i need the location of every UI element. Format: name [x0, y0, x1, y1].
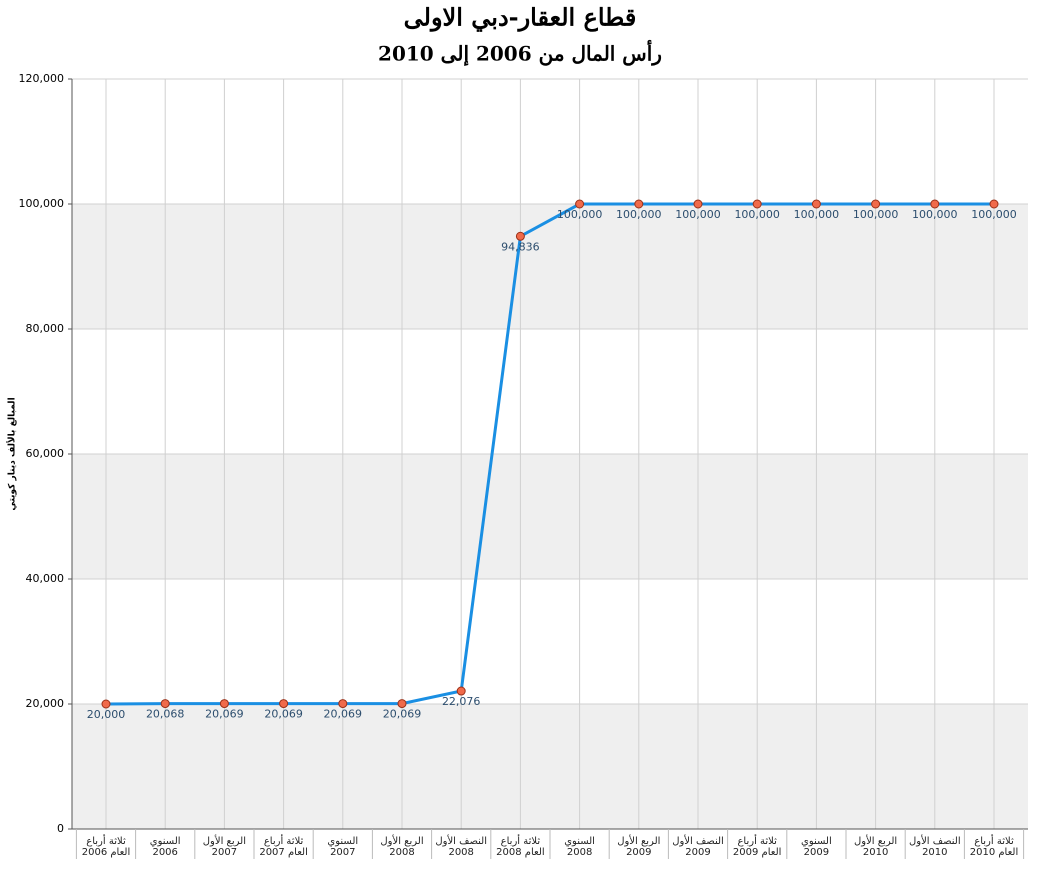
chart-subtitle: رأس المال من 2006 إلى 2010 — [378, 40, 662, 67]
value-label: 100,000 — [675, 208, 721, 221]
y-tick-label: 60,000 — [26, 447, 65, 460]
x-tick-label: السنوي 2007 — [327, 836, 359, 858]
y-tick-label: 120,000 — [19, 72, 65, 85]
value-label: 94,836 — [501, 240, 540, 253]
value-label: 20,069 — [264, 708, 303, 721]
point — [634, 199, 644, 209]
x-tick-label: ثلاثة أرباع العام 2009 — [732, 836, 782, 858]
y-tick-label: 0 — [57, 822, 64, 835]
value-label: 20,069 — [205, 708, 244, 721]
point — [101, 699, 111, 709]
x-tick-label: الربع الأول 2007 — [202, 836, 246, 858]
y-tick-label: 100,000 — [19, 197, 65, 210]
point — [989, 199, 999, 209]
x-tick-label: ثلاثة أرباع العام 2008 — [496, 836, 545, 858]
band — [72, 454, 1028, 579]
point — [338, 699, 348, 709]
x-tick-label: الربع الأول 2010 — [853, 836, 898, 858]
x-tick-label: ثلاثة أرباع العام 2010 — [969, 836, 1019, 858]
point — [397, 699, 407, 709]
point — [279, 699, 289, 709]
band — [72, 204, 1028, 329]
value-label: 100,000 — [794, 208, 840, 221]
value-label: 100,000 — [912, 208, 958, 221]
point — [575, 199, 585, 209]
value-label: 20,068 — [146, 708, 185, 721]
x-tick-label: السنوي 2009 — [801, 836, 832, 858]
x-tick-label: السنوي 2008 — [564, 836, 595, 858]
y-tick-label: 20,000 — [26, 697, 65, 710]
value-label: 100,000 — [853, 208, 899, 221]
x-tick-label: السنوي 2006 — [149, 836, 181, 858]
band — [72, 704, 1028, 829]
x-tick-label: الربع الأول 2008 — [380, 836, 424, 858]
value-label: 20,069 — [324, 708, 363, 721]
value-label: 20,000 — [87, 708, 126, 721]
point — [160, 699, 170, 709]
value-label: 100,000 — [616, 208, 662, 221]
x-tick-label: النصف الأول 2008 — [435, 836, 487, 858]
chart-title: قطاع العقار-دبي الاولى — [404, 3, 637, 33]
value-label: 100,000 — [971, 208, 1017, 221]
line — [105, 202, 994, 706]
bands — [72, 204, 1028, 829]
point — [811, 199, 821, 209]
x-tick-label: ثلاثة أرباع العام 2007 — [259, 836, 308, 858]
y-tick-label: 80,000 — [26, 322, 65, 335]
point — [930, 199, 940, 209]
point — [515, 231, 525, 241]
value-label: 22,076 — [442, 695, 481, 708]
value-label: 100,000 — [557, 208, 603, 221]
y-axis-label: المبالغ بالألف دينار كويتي — [6, 397, 18, 510]
point — [693, 199, 703, 209]
value-label: 20,069 — [383, 708, 422, 721]
point — [752, 199, 762, 209]
value-label: 100,000 — [734, 208, 780, 221]
y-tick-label: 40,000 — [26, 572, 65, 585]
x-tick-label: النصف الأول 2010 — [908, 836, 961, 858]
x-tick-label: الربع الأول 2009 — [617, 836, 661, 858]
point — [456, 686, 466, 696]
point — [871, 199, 881, 209]
x-tick-label: النصف الأول 2009 — [672, 836, 724, 858]
x-tick-label: ثلاثة أرباع العام 2006 — [81, 836, 131, 858]
point — [219, 699, 229, 709]
